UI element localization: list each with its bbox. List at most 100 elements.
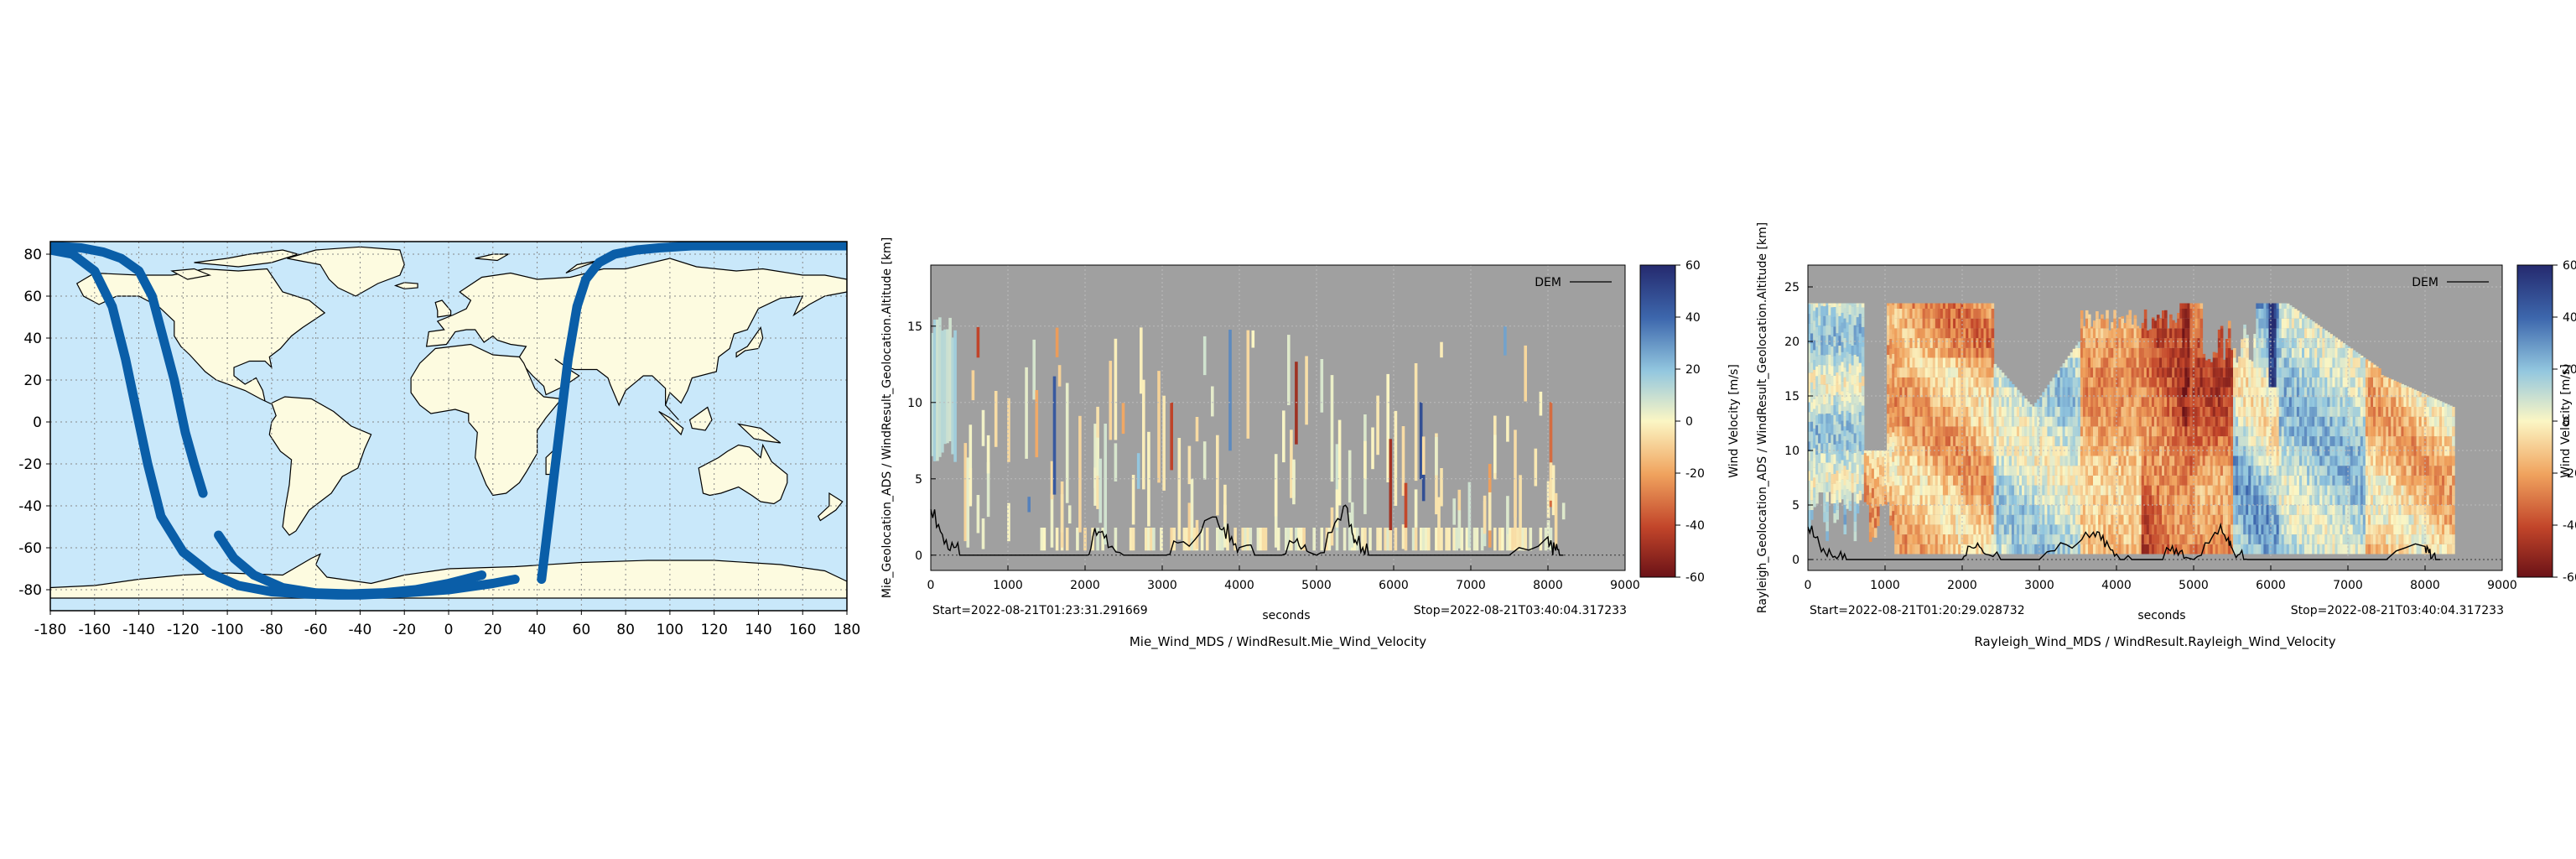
wind-cell bbox=[1493, 528, 1497, 551]
wind-cell bbox=[2199, 347, 2204, 358]
wind-cell bbox=[2037, 466, 2040, 476]
wind-cell bbox=[2241, 416, 2244, 427]
wind-cell bbox=[2143, 407, 2148, 417]
wind-cell bbox=[2133, 357, 2137, 368]
wind-cell bbox=[1963, 347, 1966, 358]
wind-cell bbox=[2266, 544, 2270, 554]
wind-cell bbox=[1815, 493, 1819, 504]
wind-cell bbox=[2207, 377, 2211, 388]
wind-cell bbox=[1897, 387, 1900, 398]
wind-cell bbox=[1971, 534, 1974, 544]
wind-cell bbox=[1978, 524, 1981, 535]
wind-cell bbox=[1942, 309, 1946, 319]
wind-cell bbox=[1971, 485, 1974, 496]
wind-cell bbox=[2189, 456, 2193, 466]
wind-cell bbox=[2108, 367, 2111, 377]
wind-cell bbox=[1295, 362, 1298, 445]
wind-cell bbox=[1498, 528, 1502, 551]
wind-cell bbox=[2096, 357, 2099, 368]
wind-cell bbox=[2013, 416, 2018, 427]
wind-cell bbox=[1963, 466, 1966, 476]
wind-cell bbox=[2011, 544, 2015, 554]
wind-cell bbox=[2256, 436, 2259, 446]
wind-cell bbox=[2006, 387, 2010, 398]
wind-cell bbox=[2202, 485, 2206, 496]
wind-cell bbox=[2039, 407, 2043, 417]
wind-cell bbox=[1968, 303, 1971, 309]
wind-cell bbox=[1981, 397, 1984, 407]
wind-cell bbox=[2322, 357, 2325, 368]
wind-cell bbox=[2123, 338, 2127, 348]
wind-cell bbox=[2202, 353, 2206, 358]
wind-cell bbox=[2251, 534, 2254, 544]
wind-cell bbox=[1858, 303, 1862, 305]
wind-cell bbox=[1973, 387, 1976, 398]
wind-cell bbox=[1953, 505, 1956, 515]
wind-cell bbox=[2278, 475, 2283, 486]
wind-cell bbox=[1932, 367, 1936, 377]
wind-cell bbox=[1516, 528, 1519, 551]
wind-cell bbox=[1287, 335, 1291, 405]
wind-cell bbox=[1924, 524, 1929, 535]
wind-cell bbox=[2001, 475, 2005, 486]
wind-cell bbox=[2182, 338, 2185, 348]
wind-cell bbox=[1882, 476, 1885, 487]
wind-cell bbox=[2194, 416, 2199, 427]
wind-cell bbox=[1942, 303, 1946, 309]
wind-cell bbox=[2256, 407, 2259, 417]
wind-cell bbox=[1813, 330, 1816, 341]
wind-cell bbox=[2266, 445, 2270, 456]
wind-cell bbox=[2059, 524, 2064, 535]
wind-cell bbox=[2197, 514, 2201, 525]
map-x-tick-label: -120 bbox=[167, 622, 200, 638]
wind-cell bbox=[1998, 369, 2002, 377]
wind-cell bbox=[2011, 397, 2015, 407]
wind-cell bbox=[1823, 453, 1826, 464]
wind-cell bbox=[953, 330, 957, 462]
wind-cell bbox=[2088, 347, 2091, 358]
wind-cell bbox=[1831, 415, 1834, 425]
wind-cell bbox=[2153, 544, 2158, 554]
wind-cell bbox=[2319, 495, 2323, 505]
wind-cell bbox=[1826, 482, 1829, 492]
wind-cell bbox=[2194, 445, 2199, 456]
wind-cell bbox=[1892, 461, 1895, 472]
wind-cell bbox=[1848, 303, 1852, 305]
wind-cell bbox=[2169, 495, 2173, 505]
wind-cell bbox=[2312, 387, 2315, 398]
wind-cell bbox=[1190, 528, 1194, 551]
wind-cell bbox=[2167, 347, 2170, 358]
wind-cell bbox=[2162, 416, 2165, 427]
wind-cell bbox=[2003, 505, 2007, 515]
wind-cell bbox=[2037, 407, 2040, 417]
wind-cell bbox=[2172, 456, 2175, 466]
wind-cell bbox=[2179, 436, 2183, 446]
wind-cell bbox=[2037, 524, 2040, 535]
wind-cell bbox=[1868, 453, 1872, 464]
wind-cell bbox=[1386, 528, 1389, 551]
wind-cell bbox=[2296, 357, 2300, 368]
wind-cell bbox=[1899, 309, 1903, 319]
wind-cell bbox=[2266, 328, 2270, 339]
wind-cell bbox=[1971, 407, 1974, 417]
wind-cell bbox=[2164, 347, 2168, 358]
wind-cell bbox=[2286, 524, 2290, 535]
wind-cell bbox=[2225, 495, 2229, 505]
wind-cell bbox=[1826, 413, 1829, 424]
wind-cell bbox=[2309, 407, 2313, 417]
wind-cell bbox=[2054, 416, 2059, 427]
wind-cell bbox=[1907, 367, 1910, 377]
wind-cell bbox=[1887, 305, 1890, 316]
wind-cell bbox=[2276, 466, 2280, 476]
wind-cell bbox=[1948, 407, 1951, 417]
wind-cell bbox=[2246, 416, 2249, 427]
wind-cell bbox=[1937, 377, 1941, 388]
wind-cell bbox=[2070, 367, 2074, 377]
wind-cell bbox=[2319, 456, 2323, 466]
wind-cell bbox=[2090, 485, 2094, 496]
wind-cell bbox=[2317, 505, 2320, 515]
wind-cell bbox=[2143, 397, 2148, 407]
wind-cell bbox=[1884, 450, 1888, 456]
wind-cell bbox=[2156, 514, 2160, 525]
wind-cell bbox=[1828, 413, 1831, 424]
